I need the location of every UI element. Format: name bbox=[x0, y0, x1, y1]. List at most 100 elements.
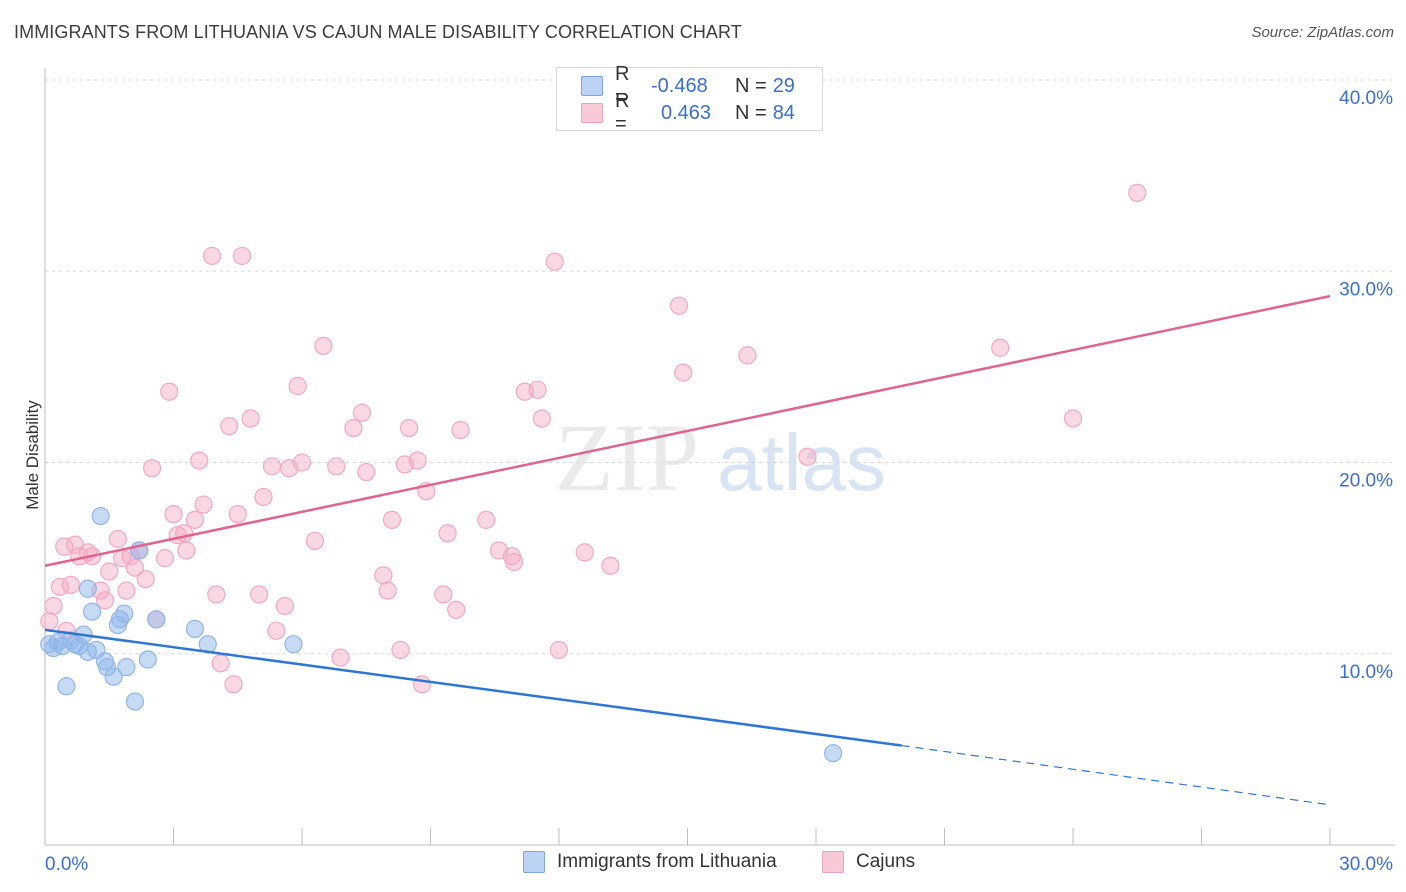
lithuania-point bbox=[115, 604, 134, 623]
cajun-point bbox=[798, 447, 817, 466]
cajun-point bbox=[100, 562, 119, 581]
cajun-point bbox=[412, 675, 432, 694]
trend-lines bbox=[44, 294, 1331, 806]
cajun-point bbox=[447, 600, 466, 619]
cajun-point bbox=[438, 524, 457, 543]
cajun-point bbox=[674, 363, 693, 382]
lithuania-point bbox=[185, 619, 205, 638]
chart-title: IMMIGRANTS FROM LITHUANIA VS CAJUN MALE … bbox=[14, 22, 742, 42]
lithuania-legend-label: Immigrants from Lithuania bbox=[557, 851, 777, 872]
lithuania-point bbox=[125, 692, 145, 711]
cajun-point bbox=[374, 566, 393, 585]
bottom-legend-lithuania[interactable]: Immigrants from Lithuania bbox=[523, 851, 777, 873]
cajun-point bbox=[194, 495, 213, 514]
cajun-point bbox=[292, 453, 312, 472]
cajun-point bbox=[545, 252, 564, 271]
cajun-point bbox=[344, 418, 363, 438]
cajun-point bbox=[185, 510, 205, 529]
cajun-point bbox=[241, 409, 260, 428]
cajun-point bbox=[232, 246, 252, 266]
y-tick-label: 30.0% bbox=[1339, 279, 1393, 300]
cajun-point bbox=[125, 558, 145, 577]
watermark: ZIP atlas bbox=[555, 404, 886, 511]
cajun-point bbox=[267, 621, 286, 640]
lithuania-point bbox=[91, 506, 110, 526]
cajun-point bbox=[136, 570, 155, 589]
cajun-swatch bbox=[581, 103, 603, 123]
cajun-point bbox=[155, 549, 175, 568]
cajun-point bbox=[211, 654, 230, 673]
cajun-point bbox=[331, 648, 350, 667]
legend-r-value: -0.468 bbox=[651, 74, 708, 97]
cajun-point bbox=[177, 541, 196, 560]
cajun-point bbox=[477, 510, 496, 529]
cajun-point bbox=[549, 640, 569, 660]
cajun-point bbox=[40, 612, 59, 631]
cajun-point bbox=[164, 505, 183, 524]
cajun-point bbox=[532, 409, 551, 428]
cajun-point bbox=[250, 585, 269, 604]
cajun-point bbox=[669, 296, 689, 315]
cajun-point bbox=[451, 420, 470, 440]
cajun-point bbox=[1063, 409, 1083, 428]
cajun-point bbox=[262, 457, 282, 476]
cajun-point bbox=[601, 556, 620, 575]
cajun-point bbox=[160, 382, 179, 401]
x-tick-label: 30.0% bbox=[1339, 854, 1393, 875]
lithuania-points bbox=[40, 506, 843, 763]
cajun-point bbox=[61, 575, 80, 595]
y-tick-label: 20.0% bbox=[1339, 471, 1393, 492]
legend-r-label: R = bbox=[615, 63, 630, 108]
cajun-point bbox=[408, 451, 427, 470]
lithuania-point bbox=[117, 658, 136, 677]
cajun-point bbox=[207, 585, 226, 604]
cajun-point bbox=[108, 529, 127, 549]
cajun-point bbox=[275, 596, 294, 616]
cajun-point bbox=[44, 596, 63, 616]
cajun-point bbox=[991, 338, 1010, 357]
cajun-point bbox=[382, 510, 402, 529]
cajun-point bbox=[224, 675, 243, 694]
legend-n-value: 84 bbox=[772, 101, 795, 124]
legend-n-value: 29 bbox=[772, 74, 795, 97]
lithuania-trend-line bbox=[44, 628, 902, 747]
cajun-point bbox=[202, 246, 222, 266]
cajun-point bbox=[434, 585, 453, 604]
cajun-point bbox=[575, 543, 594, 562]
lithuania-legend-swatch bbox=[523, 851, 545, 873]
bottom-legend-cajun[interactable]: Cajuns bbox=[822, 851, 915, 873]
lithuania-swatch bbox=[581, 76, 603, 96]
cajun-point bbox=[142, 459, 162, 478]
cajun-point bbox=[504, 552, 524, 572]
source-credit: Source: ZipAtlas.com bbox=[1251, 24, 1394, 41]
cajun-point bbox=[190, 451, 209, 470]
cajun-point bbox=[1128, 183, 1147, 202]
axes bbox=[44, 68, 1395, 846]
lithuania-trend-extension bbox=[901, 744, 1331, 806]
y-tick-label: 10.0% bbox=[1339, 662, 1393, 683]
cajun-point bbox=[352, 403, 372, 422]
gridlines bbox=[45, 79, 1395, 655]
cajun-point bbox=[357, 462, 376, 482]
cajun-points bbox=[40, 183, 1147, 694]
lithuania-point bbox=[284, 635, 303, 654]
cajun-point bbox=[378, 581, 397, 600]
cajun-point bbox=[220, 417, 239, 436]
lithuania-point bbox=[57, 677, 76, 696]
cajun-point bbox=[305, 531, 324, 551]
legend-n-label: N = bbox=[735, 74, 767, 97]
cajun-legend-label: Cajuns bbox=[856, 851, 916, 872]
x-tick-label: 0.0% bbox=[45, 854, 88, 875]
lithuania-point bbox=[138, 650, 157, 669]
cajun-point bbox=[399, 418, 419, 438]
cajun-point bbox=[228, 505, 247, 524]
cajun-legend-swatch bbox=[822, 851, 844, 873]
cajun-trend-line bbox=[44, 294, 1331, 567]
legend-row-cajun: R = 0.463 N = 84 bbox=[581, 90, 795, 135]
y-tick-label: 40.0% bbox=[1339, 88, 1393, 109]
lithuania-point bbox=[824, 744, 843, 763]
legend-row-lithuania: R = -0.468 N = 29 bbox=[581, 63, 795, 108]
correlation-legend: R = -0.468 N = 29 R = 0.463 N = 84 bbox=[556, 63, 823, 135]
cajun-point bbox=[288, 376, 307, 396]
